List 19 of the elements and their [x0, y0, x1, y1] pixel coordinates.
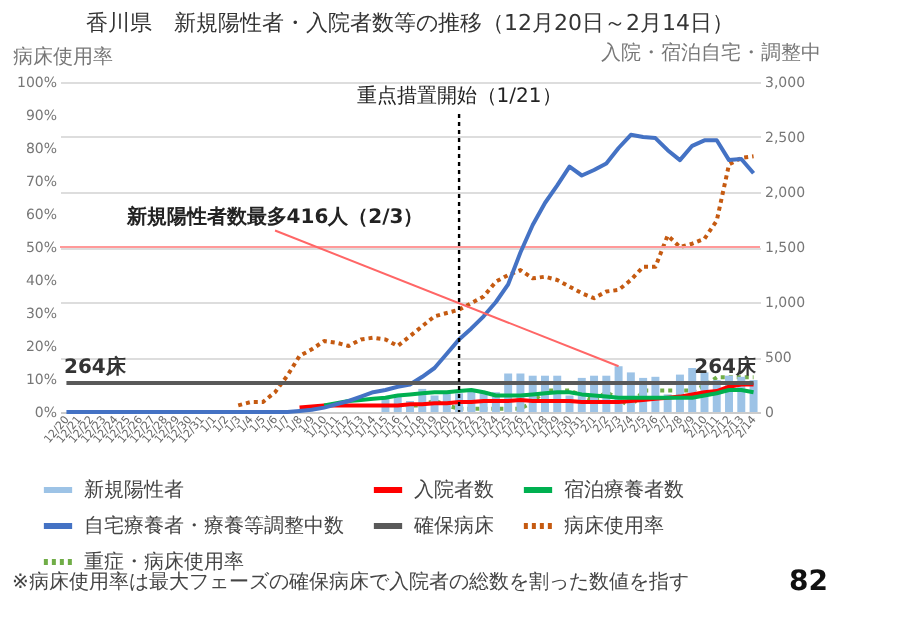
text: ※病床使用率は最大フェーズの確保病床で入院者の総数を割った数値を指す: [12, 570, 689, 594]
legend-label: 重症・病床使用率: [84, 550, 244, 574]
annotation: 264床: [64, 354, 128, 379]
line-series: [322, 388, 756, 408]
text: 82: [789, 566, 828, 598]
annotation: 264床: [694, 354, 758, 379]
legend-label: 自宅療養者・療養等調整中数: [84, 514, 344, 538]
legend-label: 新規陽性者: [84, 478, 184, 502]
line-series: [64, 132, 756, 414]
annotation: 新規陽性者数最多416人（2/3）: [124, 204, 424, 229]
legend-label: 入院者数: [414, 478, 494, 502]
ref-line-label: 重点措置開始（1/21）: [356, 84, 562, 108]
legend-label: 宿泊療養者数: [564, 478, 684, 502]
line-series: [297, 382, 756, 410]
chart-title: 香川県 新規陽性者・入院者数等の推移（12月20日～2月14日）: [86, 10, 734, 36]
y2-axis-title: 入院・宿泊自宅・調整中: [601, 41, 821, 65]
legend-label: 病床使用率: [564, 514, 664, 538]
legend-label: 確保病床: [412, 514, 494, 538]
y-axis-title: 病床使用率: [13, 45, 113, 69]
